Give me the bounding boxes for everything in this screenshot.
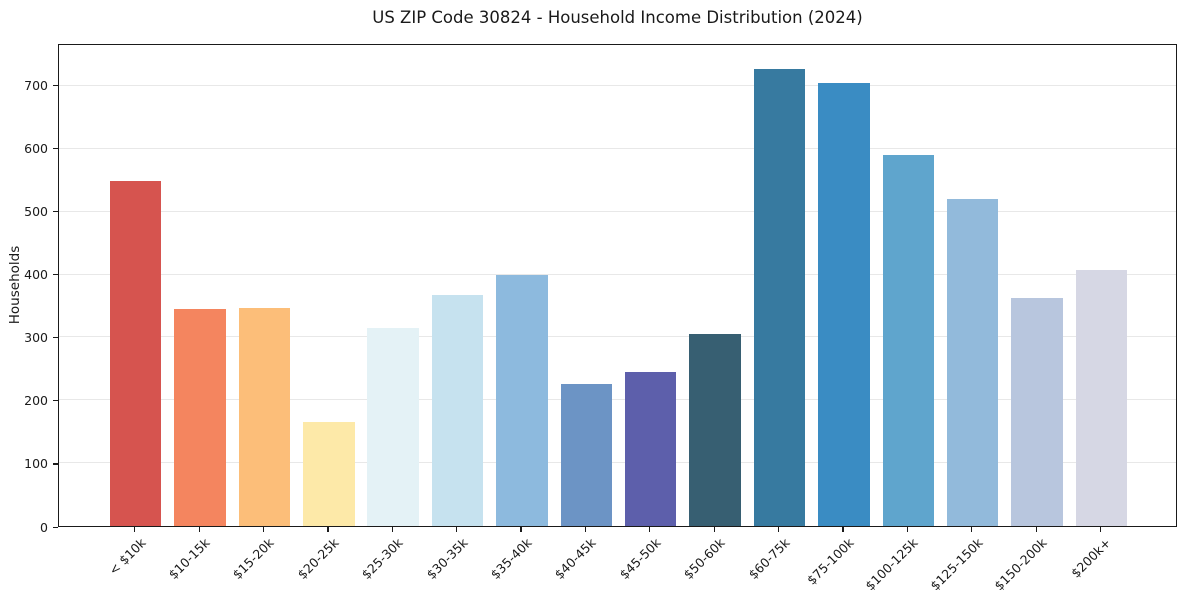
gridline bbox=[59, 147, 1176, 149]
bar bbox=[753, 68, 806, 526]
gridline bbox=[59, 462, 1176, 464]
x-tick-label: $50-60k bbox=[680, 535, 728, 583]
bar bbox=[560, 383, 613, 526]
bar bbox=[1075, 269, 1128, 526]
x-tick-mark bbox=[778, 527, 780, 532]
bar bbox=[367, 327, 419, 526]
bar bbox=[431, 295, 484, 526]
x-tick-label: $15-20k bbox=[229, 535, 277, 583]
x-tick-mark bbox=[327, 527, 329, 532]
x-tick-label: < $10k bbox=[105, 535, 149, 578]
bar bbox=[818, 82, 870, 526]
y-tick-label: 100 bbox=[24, 456, 48, 472]
x-tick-mark bbox=[520, 527, 522, 532]
gridline bbox=[59, 336, 1176, 338]
x-tick-label: $10-15k bbox=[165, 535, 213, 583]
y-tick-label: 0 bbox=[40, 519, 48, 535]
y-tick-label: 200 bbox=[24, 393, 48, 409]
x-tick-label: $100-125k bbox=[862, 535, 921, 590]
x-tick-label: $30-35k bbox=[423, 535, 471, 583]
y-axis-label: Households bbox=[7, 245, 23, 325]
y-tick-mark bbox=[53, 400, 58, 402]
x-tick-mark bbox=[584, 527, 587, 532]
y-tick-mark bbox=[53, 210, 58, 213]
bar bbox=[689, 334, 741, 526]
bar bbox=[109, 180, 162, 526]
x-tick-label: $60-75k bbox=[745, 535, 793, 583]
bar bbox=[238, 308, 291, 526]
x-tick-label: $25-30k bbox=[358, 535, 406, 583]
x-tick-label: $35-40k bbox=[487, 535, 535, 583]
y-tick-label: 500 bbox=[24, 203, 48, 219]
y-tick-mark bbox=[53, 147, 58, 149]
plot-area bbox=[58, 44, 1177, 527]
bar bbox=[303, 422, 355, 526]
bar bbox=[946, 199, 999, 526]
y-tick-mark bbox=[53, 337, 58, 339]
x-tick-label: $40-45k bbox=[551, 535, 599, 583]
y-tick-label: 300 bbox=[24, 330, 48, 346]
x-tick-mark bbox=[391, 527, 393, 532]
x-tick-mark bbox=[1099, 527, 1102, 532]
y-tick-mark bbox=[53, 84, 58, 86]
x-tick-mark bbox=[456, 527, 458, 532]
chart-title: US ZIP Code 30824 - Household Income Dis… bbox=[372, 8, 863, 27]
x-tick-mark bbox=[971, 527, 973, 532]
x-tick-label: $125-150k bbox=[926, 535, 986, 590]
x-tick-mark bbox=[649, 527, 651, 532]
y-tick-label: 600 bbox=[24, 140, 48, 156]
x-tick-label: $45-50k bbox=[616, 535, 664, 583]
gridline bbox=[59, 273, 1176, 275]
x-tick-mark bbox=[1035, 527, 1037, 532]
x-tick-label: $75-100k bbox=[803, 535, 857, 588]
y-tick-label: 400 bbox=[24, 267, 48, 282]
x-tick-mark bbox=[842, 527, 844, 532]
x-tick-label: $200k+ bbox=[1068, 535, 1114, 581]
y-tick-label: 700 bbox=[24, 77, 48, 93]
x-tick-mark bbox=[198, 527, 200, 532]
y-tick-mark bbox=[53, 463, 58, 465]
x-tick-mark bbox=[713, 527, 715, 532]
x-tick-label: $20-25k bbox=[294, 535, 342, 583]
gridline bbox=[59, 399, 1176, 401]
y-tick-mark bbox=[53, 526, 58, 528]
gridline bbox=[59, 210, 1176, 212]
bar bbox=[496, 275, 548, 526]
bar bbox=[882, 155, 934, 526]
bar bbox=[174, 309, 226, 526]
gridline bbox=[59, 84, 1176, 86]
x-tick-mark bbox=[906, 527, 908, 532]
x-tick-label: $150-200k bbox=[991, 535, 1050, 590]
y-tick-mark bbox=[53, 274, 58, 276]
x-tick-mark bbox=[134, 527, 136, 532]
bar bbox=[1011, 297, 1063, 526]
x-tick-mark bbox=[262, 527, 265, 532]
bar bbox=[624, 372, 677, 526]
